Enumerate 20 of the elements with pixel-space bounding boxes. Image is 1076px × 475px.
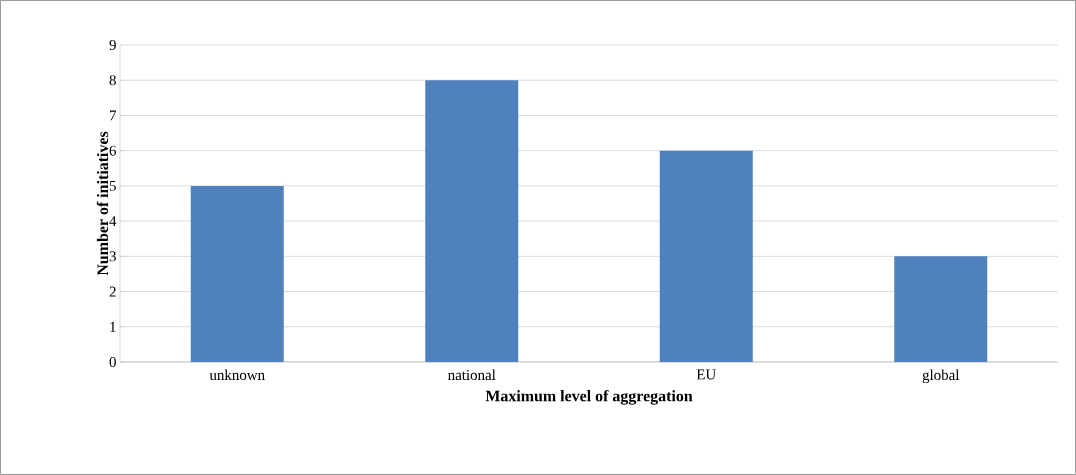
y-tick-label: 4 bbox=[109, 216, 117, 227]
bar bbox=[894, 256, 988, 362]
y-tick-label: 8 bbox=[109, 75, 116, 86]
y-axis-title: Number of initiatives bbox=[96, 131, 109, 276]
bar bbox=[659, 150, 753, 362]
y-tick-label: 3 bbox=[109, 251, 116, 262]
y-tick-label: 0 bbox=[109, 356, 116, 368]
bar bbox=[425, 80, 519, 362]
y-tick-label: 1 bbox=[110, 321, 116, 332]
y-tick-label: 6 bbox=[109, 145, 117, 156]
x-axis-title: Maximum level of aggregation bbox=[485, 389, 693, 405]
x-tick-label: unknown bbox=[209, 369, 265, 381]
y-tick-label: 9 bbox=[109, 39, 116, 51]
x-tick-label: EU bbox=[696, 369, 716, 380]
y-tick-label: 7 bbox=[109, 110, 117, 121]
bar bbox=[190, 185, 284, 362]
y-tick-label: 5 bbox=[109, 180, 116, 191]
x-tick-label: global bbox=[922, 369, 960, 384]
x-tick-label: national bbox=[448, 369, 496, 381]
y-tick-label: 2 bbox=[109, 286, 116, 297]
